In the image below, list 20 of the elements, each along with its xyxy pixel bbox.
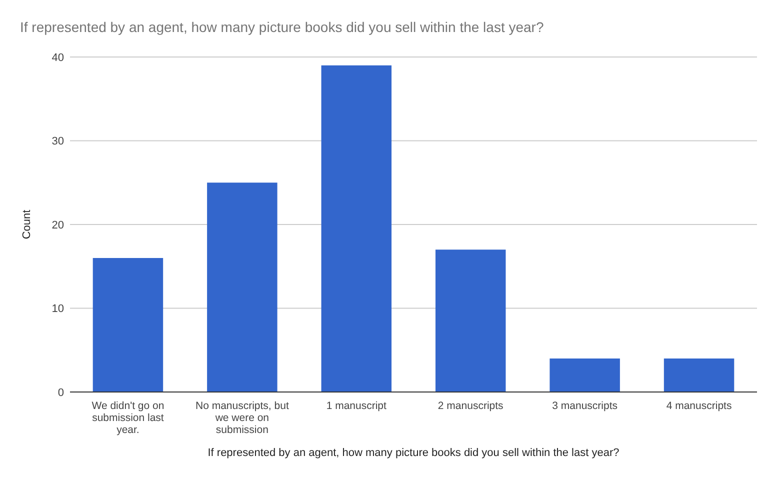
- y-tick-label: 40: [52, 52, 64, 64]
- y-tick-label: 10: [52, 303, 64, 316]
- y-axis-title: Count: [21, 210, 33, 240]
- x-tick-label: We didn't go on submission last year.: [92, 400, 164, 436]
- x-tick-label: 4 manuscripts: [666, 400, 732, 412]
- x-tick-label: 3 manuscripts: [552, 400, 618, 412]
- bar: [664, 358, 734, 392]
- bar: [550, 358, 620, 392]
- y-tick-label: 20: [52, 219, 64, 232]
- bar: [321, 65, 392, 392]
- x-tick-label: 2 manuscripts: [438, 400, 504, 412]
- x-tick-label: 1 manuscript: [326, 400, 387, 412]
- x-axis-title: If represented by an agent, how many picture books did you sell within the last year?: [208, 447, 620, 459]
- y-tick-label: 30: [52, 136, 64, 148]
- bar: [92, 258, 164, 392]
- bar: [207, 182, 278, 392]
- chart-title: If represented by an agent, how many picture books did you sell within the last year?: [20, 19, 544, 35]
- x-tick-label: No manuscripts, but we were on submission: [195, 400, 289, 436]
- y-tick-label: 0: [58, 386, 64, 399]
- bar: [435, 250, 506, 392]
